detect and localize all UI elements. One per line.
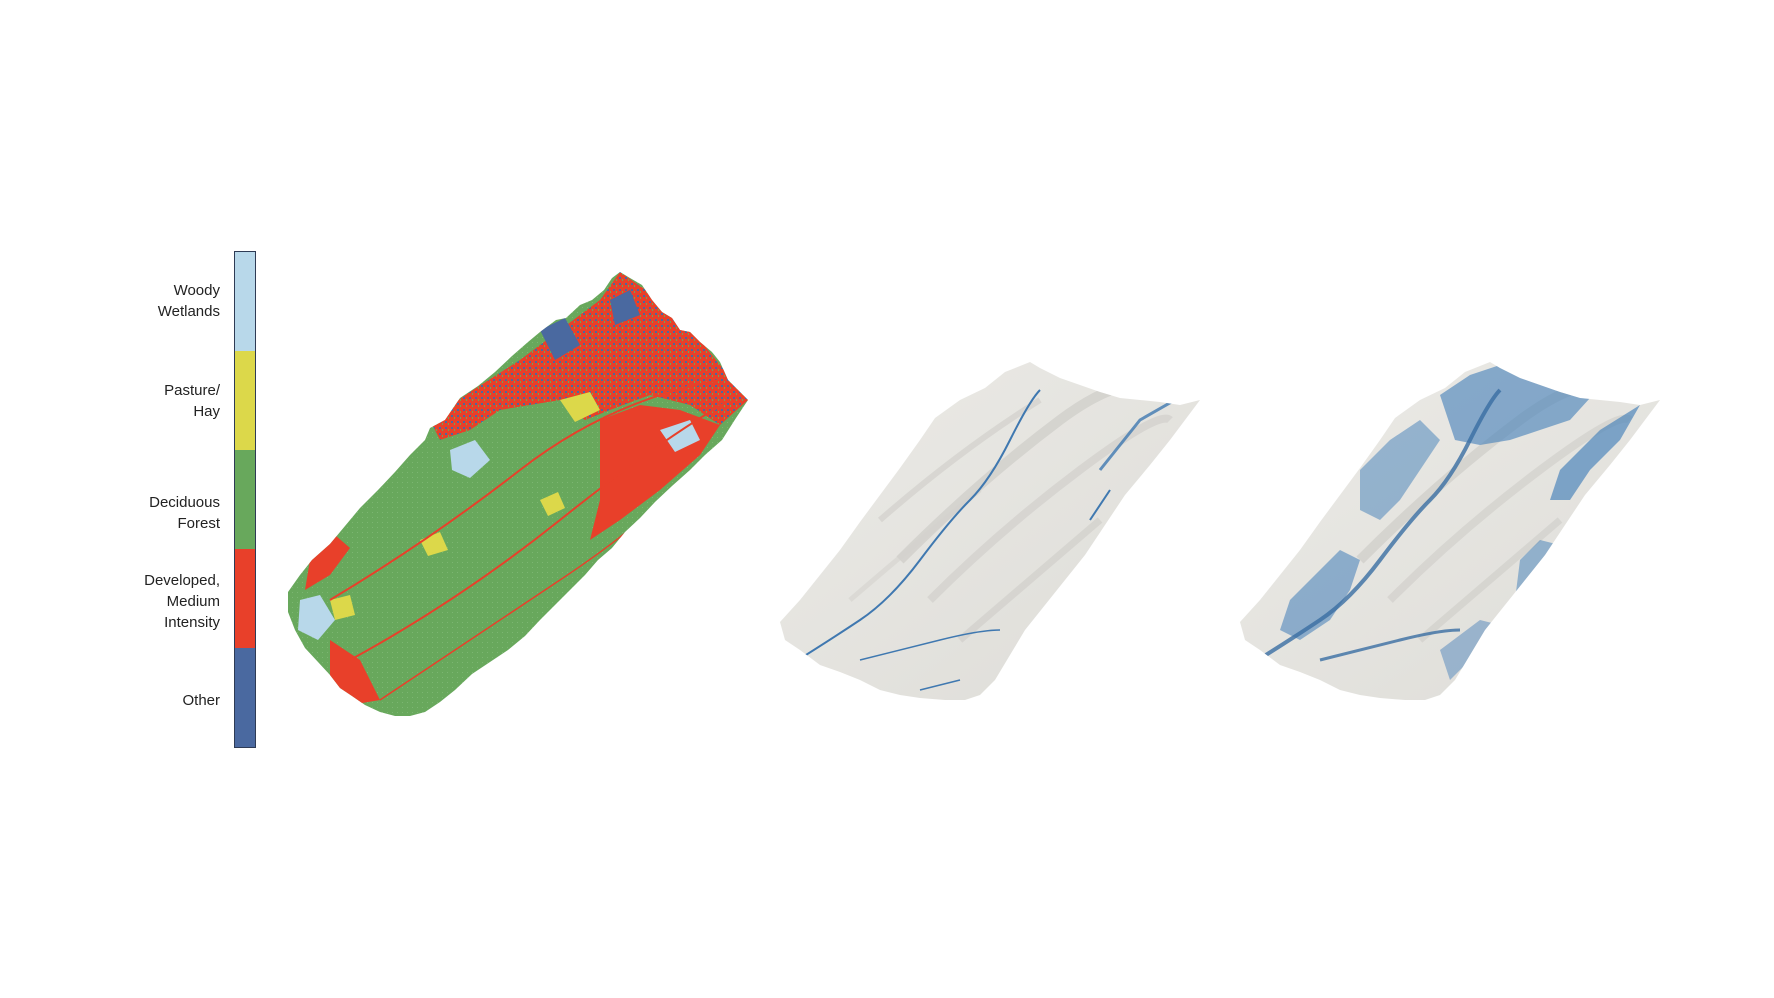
legend-label-pasture-hay: Pasture/ Hay [164, 382, 220, 420]
legend-swatch-pasture-hay [235, 351, 255, 450]
terrain-rivers-map [770, 0, 1260, 998]
legend-swatch-woody-wetlands [235, 252, 255, 351]
legend-color-bar [234, 251, 256, 748]
land-cover-map [270, 0, 770, 998]
terrain-surface-flood [1240, 362, 1660, 700]
main-river [789, 389, 1041, 666]
land-cover-raster [288, 272, 748, 716]
legend-swatch-other [235, 648, 255, 747]
legend-label-other: Other [182, 691, 220, 709]
land-cover-legend: Woody Wetlands Pasture/ Hay Deciduous Fo… [0, 0, 262, 998]
legend-swatch-developed-medium [235, 549, 255, 648]
terrain-surface [780, 362, 1200, 700]
land-cover-map-svg [288, 272, 748, 716]
legend-label-deciduous-forest: Deciduous Forest [149, 494, 220, 532]
terrain-flood-svg [1240, 362, 1660, 700]
terrain-flood-map [1230, 0, 1774, 998]
terrain-rivers-svg [780, 362, 1200, 700]
legend-label-developed-medium-intensity: Developed, Medium Intensity [144, 571, 220, 631]
legend-label-woody-wetlands: Woody Wetlands [157, 282, 220, 320]
legend-swatch-deciduous-forest [235, 450, 255, 549]
